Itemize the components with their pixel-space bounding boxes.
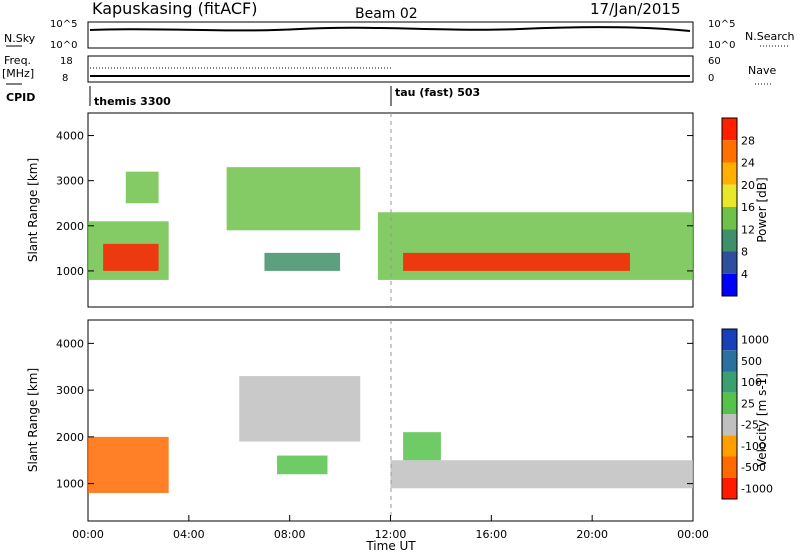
nsearch-label: N.Search	[745, 30, 795, 43]
colorbar-tick-label: 16	[741, 201, 755, 214]
power-region-6	[403, 252, 630, 271]
noise-left-bottom: 10^0	[50, 40, 77, 51]
colorbar-tick-label: 4	[741, 268, 748, 281]
x-tick-label: 08:00	[274, 528, 306, 541]
colorbar-swatch	[722, 477, 737, 499]
colorbar-swatch	[722, 184, 737, 207]
y-tick-label: 4000	[56, 130, 84, 143]
colorbar-tick-label: 1000	[741, 334, 769, 347]
y-tick-label: 3000	[56, 384, 84, 397]
velocity-panel: 1000 2000 3000 4000 Slant Range [km]	[26, 319, 694, 522]
colorbar-swatch	[722, 118, 737, 141]
cpid-segment-2: tau (fast) 503	[395, 86, 480, 99]
colorbar-tick-label: 20	[741, 179, 755, 192]
velocity-region-4	[403, 432, 441, 461]
colorbar-tick-label: 12	[741, 223, 755, 236]
noise-panel: N.Sky 10^5 10^0 10^5 10^0 N.Search	[4, 19, 795, 51]
x-tick-label: 20:00	[576, 528, 608, 541]
colorbar-swatch	[722, 371, 737, 393]
noise-right-top: 10^5	[708, 19, 735, 30]
freq-label: Freq.	[4, 54, 31, 67]
colorbar-swatch	[722, 350, 737, 372]
x-tick-label: 00:00	[72, 528, 104, 541]
colorbar-tick-label: -25	[741, 419, 759, 432]
x-tick-label: 00:00	[677, 528, 709, 541]
time-axis: 00:00 04:00 08:00 12:00 16:00 20:00 00:00	[72, 515, 709, 541]
colorbar-swatch	[722, 140, 737, 163]
freq-unit-label: [MHz]	[2, 67, 34, 80]
y-tick-label: 2000	[56, 431, 84, 444]
colorbar-swatch	[722, 162, 737, 185]
colorbar-tick-label: 8	[741, 246, 748, 259]
colorbar-tick-label: 25	[741, 397, 755, 410]
x-tick-label: 12:00	[375, 528, 407, 541]
cpid-row: CPID themis 3300 tau (fast) 503	[6, 86, 480, 108]
velocity-region-3	[390, 460, 693, 489]
power-region-4	[264, 252, 341, 271]
velocity-region-2	[277, 455, 328, 475]
power-y-label: Slant Range [km]	[26, 158, 40, 262]
colorbar-tick-label: 28	[741, 134, 755, 147]
y-tick-label: 1000	[56, 478, 84, 491]
cpid-label: CPID	[6, 91, 35, 104]
nave-label: Nave	[748, 64, 776, 77]
colorbar-tick-label: 100	[741, 376, 762, 389]
station-title: Kapuskasing (fitACF)	[92, 0, 257, 18]
power-colorbar-label: Power [dB]	[755, 177, 769, 242]
velocity-region-1	[239, 376, 361, 442]
colorbar-frame	[721, 117, 738, 297]
noise-left-top: 10^5	[50, 19, 77, 30]
power-colorbar: 4 8 12 16 20 24 28	[721, 117, 755, 297]
x-axis-label: Time UT	[365, 539, 416, 553]
y-tick-label: 3000	[56, 175, 84, 188]
colorbar-tick-label: -100	[741, 440, 766, 453]
x-tick-label: 16:00	[475, 528, 507, 541]
colorbar-swatch	[722, 251, 737, 274]
power-panel: 1000 2000 3000 4000 Slant Range [km]	[26, 112, 694, 308]
beam-title: Beam 02	[355, 6, 418, 22]
velocity-colorbar-label: Velocity [m s-1]	[755, 373, 769, 467]
freq-panel: Freq. [MHz] 18 8 60 0 Nave	[2, 54, 776, 85]
freq-left-bottom: 8	[62, 73, 68, 84]
colorbar-tick-label: -500	[741, 461, 766, 474]
colorbar-swatch	[722, 207, 737, 230]
colorbar-swatch	[722, 414, 737, 436]
velocity-region-0	[88, 436, 169, 493]
velocity-y-label: Slant Range [km]	[26, 368, 40, 472]
power-region-2	[125, 171, 159, 204]
colorbar-swatch	[722, 392, 737, 414]
colorbar-tick-label: 24	[741, 157, 755, 170]
power-region-3	[226, 167, 361, 231]
colorbar-swatch	[722, 273, 737, 296]
power-region-1	[103, 243, 159, 271]
y-tick-label: 4000	[56, 337, 84, 350]
y-tick-label: 2000	[56, 220, 84, 233]
colorbar-swatch	[722, 329, 737, 351]
y-tick-label: 1000	[56, 265, 84, 278]
colorbar-swatch	[722, 456, 737, 478]
cpid-segment-1: themis 3300	[94, 95, 171, 108]
colorbar-tick-label: 500	[741, 355, 762, 368]
date-title: 17/Jan/2015	[590, 0, 681, 18]
freq-left-top: 18	[60, 56, 73, 67]
colorbar-frame	[721, 328, 738, 500]
colorbar-tick-label: -1000	[741, 482, 773, 495]
velocity-colorbar: 1000 500 100 25 -25 -100 -500 -1000	[721, 328, 773, 500]
freq-right-top: 60	[708, 56, 721, 67]
noise-right-bottom: 10^0	[708, 40, 735, 51]
colorbar-swatch	[722, 229, 737, 252]
freq-right-bottom: 0	[708, 73, 714, 84]
x-tick-label: 04:00	[173, 528, 205, 541]
nsky-label: N.Sky	[4, 32, 36, 45]
colorbar-swatch	[722, 435, 737, 457]
